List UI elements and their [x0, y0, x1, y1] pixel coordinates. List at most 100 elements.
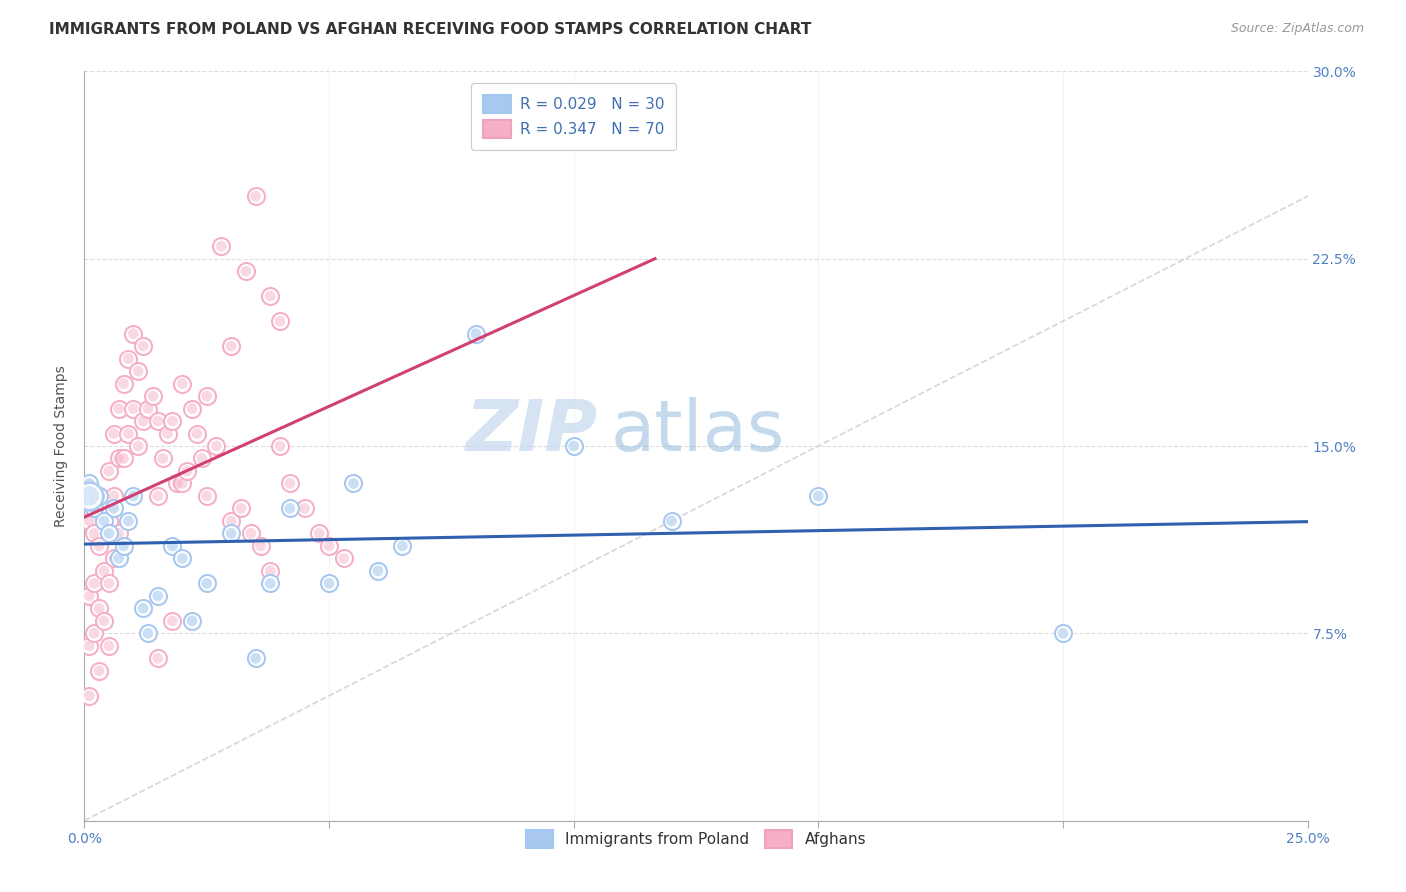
Point [77, 589, 100, 603]
Point [278, 476, 301, 491]
Point [77, 689, 100, 703]
Point [93, 514, 115, 528]
Point [259, 576, 281, 591]
Point [166, 476, 188, 491]
Point [97, 514, 120, 528]
Point [176, 464, 198, 478]
Point [318, 539, 340, 553]
Point [162, 414, 184, 428]
Point [127, 439, 149, 453]
Point [112, 539, 135, 553]
Point [103, 501, 125, 516]
Point [87, 489, 110, 503]
Point [367, 564, 389, 578]
Point [229, 501, 252, 516]
Point [132, 414, 155, 428]
Point [77, 514, 100, 528]
Point [93, 614, 115, 628]
Point [172, 376, 194, 391]
Point [83, 626, 105, 640]
Point [107, 551, 129, 566]
Point [127, 364, 149, 378]
Point [162, 539, 184, 553]
Point [205, 439, 228, 453]
Point [308, 526, 330, 541]
Point [87, 539, 110, 553]
Point [209, 239, 232, 253]
Point [259, 564, 281, 578]
Point [269, 439, 291, 453]
Point [807, 489, 830, 503]
Point [146, 589, 169, 603]
Point [87, 539, 110, 553]
Point [195, 576, 218, 591]
Point [112, 376, 135, 391]
Point [181, 401, 204, 416]
Point [195, 489, 218, 503]
Point [146, 414, 169, 428]
Point [562, 439, 585, 453]
Point [259, 289, 281, 303]
Point [117, 351, 139, 366]
Point [103, 551, 125, 566]
Point [83, 576, 105, 591]
Point [152, 451, 174, 466]
Point [269, 314, 291, 328]
Point [294, 501, 316, 516]
Point [239, 526, 262, 541]
Point [156, 426, 179, 441]
Point [87, 664, 110, 678]
Point [103, 489, 125, 503]
Point [1052, 626, 1074, 640]
Point [87, 664, 110, 678]
Point [112, 539, 135, 553]
Point [83, 626, 105, 640]
Point [166, 476, 188, 491]
Point [209, 239, 232, 253]
Point [83, 576, 105, 591]
Point [219, 339, 242, 353]
Point [122, 401, 145, 416]
Point [146, 414, 169, 428]
Point [172, 551, 194, 566]
Point [132, 601, 155, 615]
Point [186, 426, 208, 441]
Point [195, 389, 218, 403]
Point [391, 539, 413, 553]
Point [97, 464, 120, 478]
Point [219, 514, 242, 528]
Point [342, 476, 364, 491]
Point [127, 364, 149, 378]
Point [229, 501, 252, 516]
Point [367, 564, 389, 578]
Point [219, 526, 242, 541]
Point [278, 476, 301, 491]
Point [132, 339, 155, 353]
Point [103, 501, 125, 516]
Text: IMMIGRANTS FROM POLAND VS AFGHAN RECEIVING FOOD STAMPS CORRELATION CHART: IMMIGRANTS FROM POLAND VS AFGHAN RECEIVI… [49, 22, 811, 37]
Point [146, 651, 169, 665]
Point [308, 526, 330, 541]
Point [342, 476, 364, 491]
Point [77, 476, 100, 491]
Point [235, 264, 257, 278]
Point [191, 451, 214, 466]
Point [176, 464, 198, 478]
Point [103, 489, 125, 503]
Point [249, 539, 271, 553]
Point [136, 401, 159, 416]
Point [269, 439, 291, 453]
Point [77, 514, 100, 528]
Point [259, 564, 281, 578]
Point [294, 501, 316, 516]
Point [77, 639, 100, 653]
Point [172, 476, 194, 491]
Point [97, 526, 120, 541]
Point [122, 489, 145, 503]
Point [142, 389, 165, 403]
Point [235, 264, 257, 278]
Point [93, 514, 115, 528]
Point [93, 564, 115, 578]
Point [239, 526, 262, 541]
Point [97, 526, 120, 541]
